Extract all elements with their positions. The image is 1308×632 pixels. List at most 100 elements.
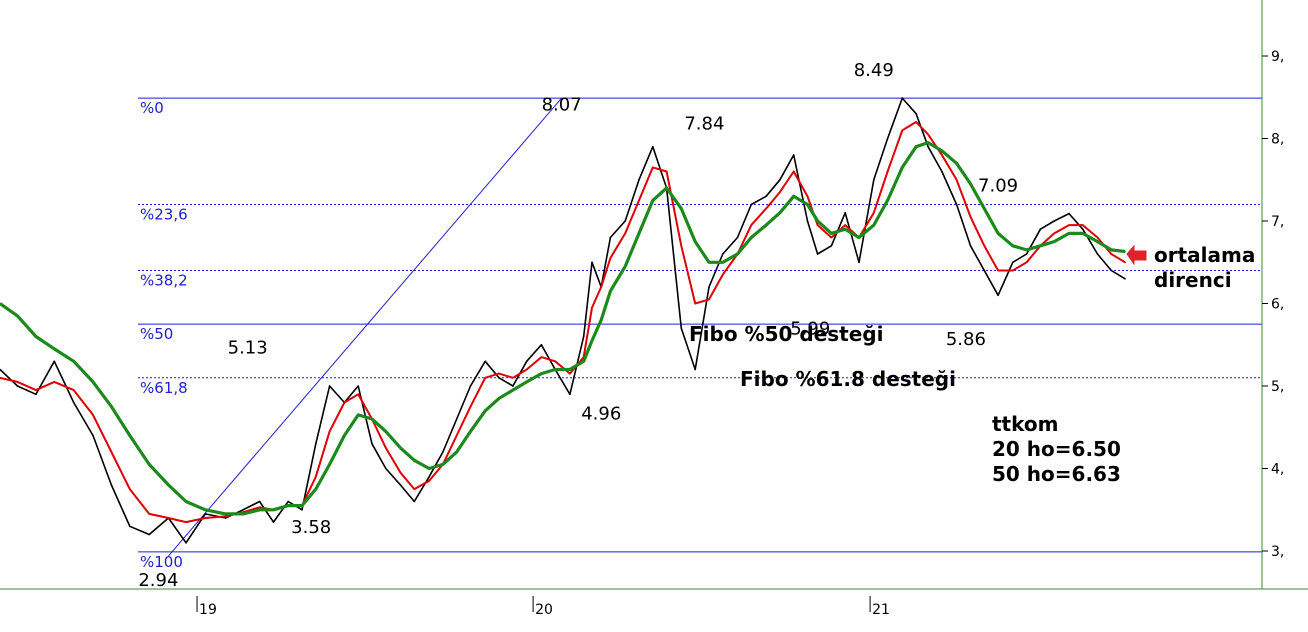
info-ma50: 50 ho=6.63 bbox=[992, 462, 1121, 486]
series-0-point-1 bbox=[16, 385, 19, 387]
y-tick-label-5: 8, bbox=[1271, 132, 1284, 148]
series-0-point-15 bbox=[272, 521, 275, 523]
series-0-point-46 bbox=[694, 368, 696, 371]
series-2-point-48 bbox=[722, 261, 724, 264]
series-2-point-41 bbox=[624, 265, 626, 268]
series-0-point-51 bbox=[765, 195, 767, 198]
series-0-point-66 bbox=[969, 245, 972, 247]
series-1-point-36 bbox=[569, 372, 571, 375]
series-2-point-25 bbox=[413, 459, 416, 462]
price-label-3: 8.07 bbox=[542, 95, 582, 116]
series-1-point-33 bbox=[525, 368, 528, 371]
series-0-point-36 bbox=[569, 393, 571, 396]
series-2-point-15 bbox=[272, 509, 275, 511]
series-0-point-0 bbox=[0, 368, 1, 371]
y-tick-label-3: 6, bbox=[1271, 297, 1284, 313]
series-0-point-47 bbox=[708, 286, 710, 288]
series-2-point-40 bbox=[609, 290, 612, 292]
series-2-point-45 bbox=[680, 207, 683, 210]
series-2-point-50 bbox=[750, 236, 753, 239]
series-0-point-12 bbox=[224, 517, 227, 519]
series-0-point-73 bbox=[1068, 212, 1070, 215]
series-2-point-39 bbox=[600, 319, 602, 321]
series-2-point-43 bbox=[652, 199, 654, 202]
series-1-point-73 bbox=[1068, 224, 1070, 226]
series-0-point-11 bbox=[204, 513, 207, 515]
series-0-point-37 bbox=[582, 335, 585, 338]
series-2-point-30 bbox=[484, 410, 487, 412]
series-0-point-58 bbox=[858, 261, 860, 264]
series-2-point-1 bbox=[16, 315, 19, 317]
series-2-point-18 bbox=[315, 488, 317, 490]
price-label-6: 5.99 bbox=[790, 318, 830, 339]
series-1-point-32 bbox=[512, 377, 514, 379]
series-2-point-56 bbox=[830, 232, 833, 235]
series-0-point-33 bbox=[525, 360, 528, 363]
x-tick-label-0: 19 bbox=[199, 602, 217, 618]
series-0-point-63 bbox=[927, 145, 929, 148]
series-2-point-27 bbox=[442, 463, 444, 466]
series-1-point-48 bbox=[722, 273, 724, 276]
fibo-50-support-annotation: Fibo %50 desteği bbox=[689, 322, 883, 346]
series-1-point-8 bbox=[148, 513, 150, 515]
series-1-point-3 bbox=[53, 381, 56, 383]
series-0-point-22 bbox=[371, 443, 373, 445]
series-0-point-16 bbox=[287, 500, 290, 503]
series-1-point-11 bbox=[204, 517, 207, 519]
series-0-point-4 bbox=[72, 401, 75, 404]
series-2-point-59 bbox=[873, 224, 875, 226]
series-2-point-66 bbox=[969, 183, 972, 185]
series-2-point-42 bbox=[638, 232, 640, 235]
series-1-point-28 bbox=[455, 434, 458, 437]
series-1-point-45 bbox=[680, 245, 683, 247]
series-0-point-50 bbox=[750, 203, 753, 206]
series-1-point-55 bbox=[816, 224, 819, 226]
series-1-point-59 bbox=[873, 212, 875, 214]
series-0-point-60 bbox=[886, 137, 889, 140]
series-2-point-65 bbox=[955, 162, 958, 165]
series-2-point-61 bbox=[901, 166, 904, 169]
series-1-point-68 bbox=[997, 269, 999, 272]
series-2-point-68 bbox=[997, 232, 999, 235]
series-1-point-21 bbox=[357, 393, 360, 396]
series-2-point-28 bbox=[455, 451, 458, 453]
series-2-point-11 bbox=[204, 509, 207, 511]
series-2-point-77 bbox=[1124, 250, 1126, 253]
series-0-point-40 bbox=[609, 236, 612, 239]
series-1-point-75 bbox=[1096, 236, 1099, 239]
average-resistance-line2: direnci bbox=[1154, 268, 1232, 292]
series-1-point-1 bbox=[16, 381, 19, 383]
series-1-point-61 bbox=[901, 129, 904, 132]
series-0-point-14 bbox=[258, 500, 261, 503]
series-0-point-61 bbox=[901, 97, 904, 99]
series-1-point-34 bbox=[540, 356, 543, 358]
series-0-point-74 bbox=[1082, 228, 1084, 230]
series-2-point-54 bbox=[806, 203, 809, 206]
series-0-point-52 bbox=[779, 179, 781, 181]
series-2-point-63 bbox=[927, 141, 929, 144]
series-1-point-54 bbox=[806, 195, 809, 198]
series-0-point-10 bbox=[185, 542, 187, 544]
series-0-point-76 bbox=[1110, 269, 1113, 272]
series-line-2 bbox=[0, 141, 1126, 516]
series-2-point-21 bbox=[357, 414, 360, 416]
series-0-point-53 bbox=[792, 154, 795, 156]
price-label-0: 2.94 bbox=[138, 570, 178, 591]
series-1-point-30 bbox=[484, 377, 487, 379]
series-1-point-6 bbox=[110, 451, 113, 453]
series-2-point-47 bbox=[708, 261, 710, 264]
series-0-point-49 bbox=[736, 236, 739, 239]
y-tick-label-0: 3, bbox=[1271, 544, 1284, 560]
fib-level-label-0: %0 bbox=[140, 99, 164, 117]
series-2-point-74 bbox=[1082, 232, 1084, 235]
series-1-point-46 bbox=[694, 302, 696, 305]
series-0-point-24 bbox=[399, 484, 402, 486]
series-2-point-75 bbox=[1096, 240, 1099, 243]
series-0-point-34 bbox=[540, 344, 543, 346]
series-1-point-62 bbox=[915, 121, 917, 123]
series-0-point-7 bbox=[129, 525, 131, 528]
series-0-point-70 bbox=[1025, 253, 1028, 255]
series-2-point-70 bbox=[1025, 249, 1028, 251]
